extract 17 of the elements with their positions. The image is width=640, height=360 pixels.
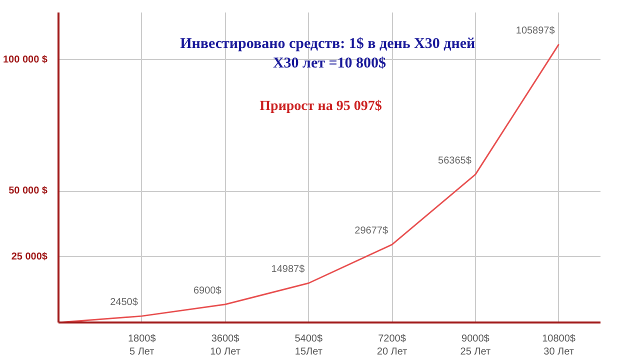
data-label: 29677$ <box>354 226 388 237</box>
y-tick-label: 50 000 $ <box>8 186 48 197</box>
x-tick-label: 5400$ 15Лет <box>294 334 323 358</box>
x-tick-label: 9000$ 25 Лет <box>460 334 491 358</box>
y-tick-label: 100 000 $ <box>3 54 48 66</box>
data-label: 2450$ <box>110 297 138 308</box>
data-label: 14987$ <box>271 264 306 276</box>
data-label: 56365$ <box>438 155 472 166</box>
data-label: 6900$ <box>193 285 222 296</box>
x-tick-label: 3600$ 10 Лет <box>210 334 241 358</box>
text: Инвестировано средств: 1$ в день X30 дней X30 лет =10 800$ <box>180 36 476 72</box>
x-tick-label: 1800$ 5 Лет <box>128 334 156 358</box>
data-label: 105897$ <box>516 25 556 36</box>
x-tick-label: 10800$ 30 Лет <box>542 334 576 358</box>
text: Прирост на 95 097$ <box>260 99 382 114</box>
y-tick-label: 25 000$ <box>11 251 48 262</box>
x-tick-label: 7200$ 20 Лет <box>376 334 408 358</box>
